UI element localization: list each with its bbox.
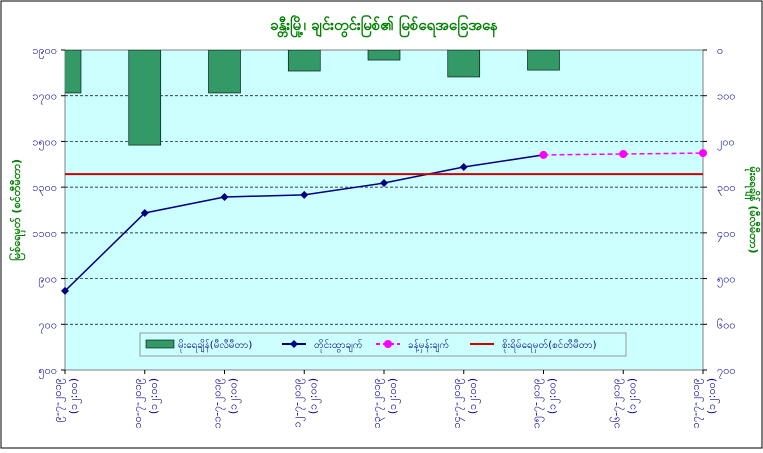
y-tick-label: ၇၀၀: [38, 318, 57, 333]
y2-tick-label: ၁၀၀: [717, 90, 736, 103]
x-tick-label: ၁၅-၇-၂၀၁၉: [530, 378, 545, 428]
y-tick-label: ၁၁၀၀: [32, 227, 57, 240]
y2-tick-label: ၂၀၀: [717, 135, 735, 150]
marker: [699, 149, 707, 158]
legend-label: ခန့်မှန်းချက်: [408, 338, 449, 353]
y-tick-label: ၁၃၀၀: [32, 181, 57, 196]
y2-tick-label: ၆၀၀: [717, 318, 736, 331]
x-tick-label: ၁၃-၇-၂၀၁၉: [370, 378, 385, 428]
x-tick-label: (၁၂:၀၀): [306, 378, 321, 414]
bar: [65, 50, 82, 94]
x-tick-label: ၁၁-၇-၂၀၁၉: [211, 378, 226, 428]
x-tick-label: (၁၂:၀၀): [386, 378, 401, 414]
marker: [619, 150, 628, 158]
y2-tick-label: ၄၀၀: [717, 227, 736, 242]
legend-marker: [290, 340, 298, 348]
line: [543, 152, 704, 156]
legend-label: စိုးရိမ်ရေမှတ်(စင်တီမီတာ): [502, 338, 597, 353]
legend-label: မိုးရေချိန်(မီလီမီတာ): [178, 338, 252, 353]
bar: [287, 50, 321, 72]
y-tick-label: ၁၇၀၀: [32, 90, 57, 105]
bar: [367, 50, 401, 61]
x-tick-label: (၁၂:၀၀): [625, 378, 640, 414]
plot-area: [64, 49, 704, 371]
y-tick-label: ၁၅၀၀: [32, 135, 57, 150]
y-tick-label: ၅၀၀: [38, 364, 57, 379]
x-tick-label: ၁၀-၇-၂၀၁၉: [131, 378, 146, 428]
marker: [220, 192, 229, 201]
y2-axis-label: မိုးရေချိန် (မီလီမီတာ): [744, 167, 761, 254]
marker: [539, 150, 548, 159]
x-tick-label: (၁၂:၀၀): [546, 378, 561, 414]
legend-label: တိုင်းထွာချက်: [314, 338, 363, 353]
x-tick-label: (၁၂:၀၀): [67, 378, 82, 414]
y-tick-label: ၉၀၀: [38, 273, 57, 288]
legend-swatch: [145, 339, 175, 349]
y2-tick-label: ၇၀၀: [717, 364, 736, 379]
x-tick-label: ၁၂-၇-၂၀၁၉: [290, 378, 305, 428]
y-tick-label: ၁၉၀၀: [32, 44, 57, 59]
x-tick-label: (၁၂:၀၀): [705, 378, 720, 414]
legend-marker: [384, 340, 392, 348]
x-tick-label: ၁၇-၇-၂၀၁၉: [689, 378, 704, 428]
marker: [140, 208, 149, 217]
x-tick-label: (၁၂:၀၀): [466, 378, 481, 414]
x-tick-label: ၁၆-၇-၂၀၁၉: [609, 378, 624, 428]
bar: [128, 50, 162, 146]
y-axis-label: မြစ်ရေမှတ် (စင်တီမီတာ): [8, 159, 26, 261]
y2-tick-label: ၃၀၀: [717, 181, 736, 196]
bar: [527, 50, 560, 71]
marker: [300, 190, 309, 199]
x-tick-label: (၁၂:၀၀): [227, 378, 242, 414]
marker: [380, 179, 388, 188]
x-tick-label: (၁၂:၀၀): [147, 378, 162, 414]
x-tick-label: ၁၄-၇-၂၀၁၉: [450, 378, 465, 428]
marker: [459, 163, 468, 172]
plot: [65, 50, 560, 146]
x-tick-label: ၉-၇-၂၀၁၉: [51, 378, 66, 422]
bar: [208, 50, 241, 94]
y2-tick-label: ၀: [717, 44, 723, 57]
bar: [447, 50, 481, 78]
y2-tick-label: ၅၀၀: [717, 273, 736, 288]
marker: [61, 286, 69, 295]
